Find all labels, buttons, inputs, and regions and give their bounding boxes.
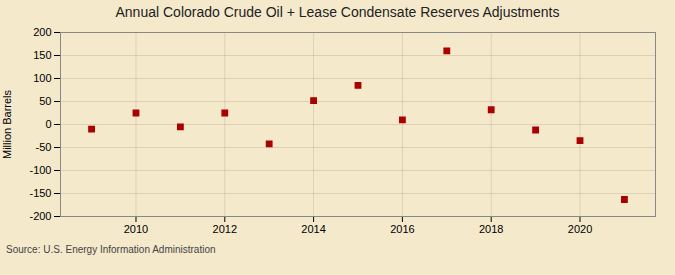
svg-text:2020: 2020 xyxy=(568,223,592,235)
svg-text:-50: -50 xyxy=(36,141,52,153)
svg-text:0: 0 xyxy=(45,118,51,130)
svg-text:2016: 2016 xyxy=(390,223,414,235)
html-text:Annual Colorado Crude Oil + Le: Annual Colorado Crude Oil + Lease Conden… xyxy=(115,4,560,20)
svg-text:-200: -200 xyxy=(29,210,51,222)
svg-text:200: 200 xyxy=(33,26,51,38)
svg-text:2018: 2018 xyxy=(479,223,503,235)
html-text:Source: U.S. Energy Informatio: Source: U.S. Energy Information Administ… xyxy=(6,244,216,255)
svg-text:-100: -100 xyxy=(29,164,51,176)
svg-text:2010: 2010 xyxy=(124,223,148,235)
svg-text:150: 150 xyxy=(33,49,51,61)
svg-text:2012: 2012 xyxy=(213,223,237,235)
svg-text:50: 50 xyxy=(39,95,51,107)
svg-text:Million Barrels: Million Barrels xyxy=(1,89,13,159)
svg-text:2014: 2014 xyxy=(301,223,325,235)
svg-text:100: 100 xyxy=(33,72,51,84)
svg-text:-150: -150 xyxy=(29,187,51,199)
